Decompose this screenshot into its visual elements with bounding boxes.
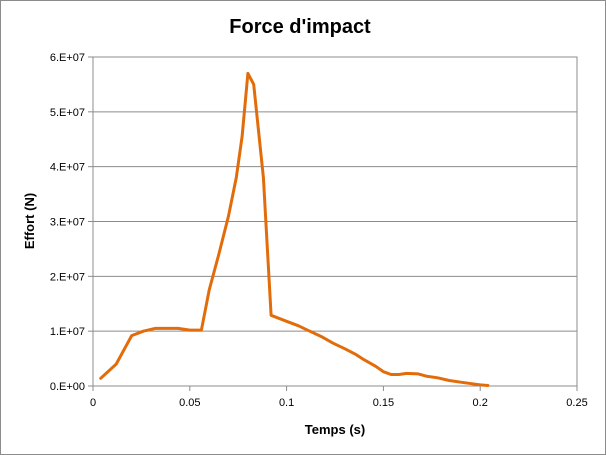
y-tick-label: 3.E+07: [50, 217, 85, 229]
y-tick-label: 5.E+07: [50, 107, 85, 119]
y-tick-label: 0.E+00: [50, 381, 85, 393]
x-tick-label: 0.1: [279, 397, 294, 409]
y-tick-label: 6.E+07: [50, 52, 85, 64]
y-tick-label: 4.E+07: [50, 162, 85, 174]
x-tick-label: 0: [90, 397, 96, 409]
y-axis-label: Effort (N): [22, 193, 37, 249]
x-tick-label: 0.05: [179, 397, 200, 409]
x-tick-label: 0.15: [373, 397, 394, 409]
x-axis: 0 0.05 0.1 0.15 0.2 0.25: [90, 386, 588, 409]
x-axis-label: Temps (s): [305, 422, 365, 437]
series-line: [99, 71, 490, 387]
y-tick-label: 2.E+07: [50, 271, 85, 283]
y-gridlines: [93, 56, 577, 387]
x-tick-label: 0.2: [473, 397, 488, 409]
y-axis: 0.E+00 1.E+07 2.E+07 3.E+07 4.E+07 5.E+07 6.E+…: [50, 52, 93, 393]
y-tick-label: 1.E+07: [50, 326, 85, 338]
chart-title: Force d'impact: [229, 16, 371, 38]
x-tick-label: 0.25: [566, 397, 587, 409]
